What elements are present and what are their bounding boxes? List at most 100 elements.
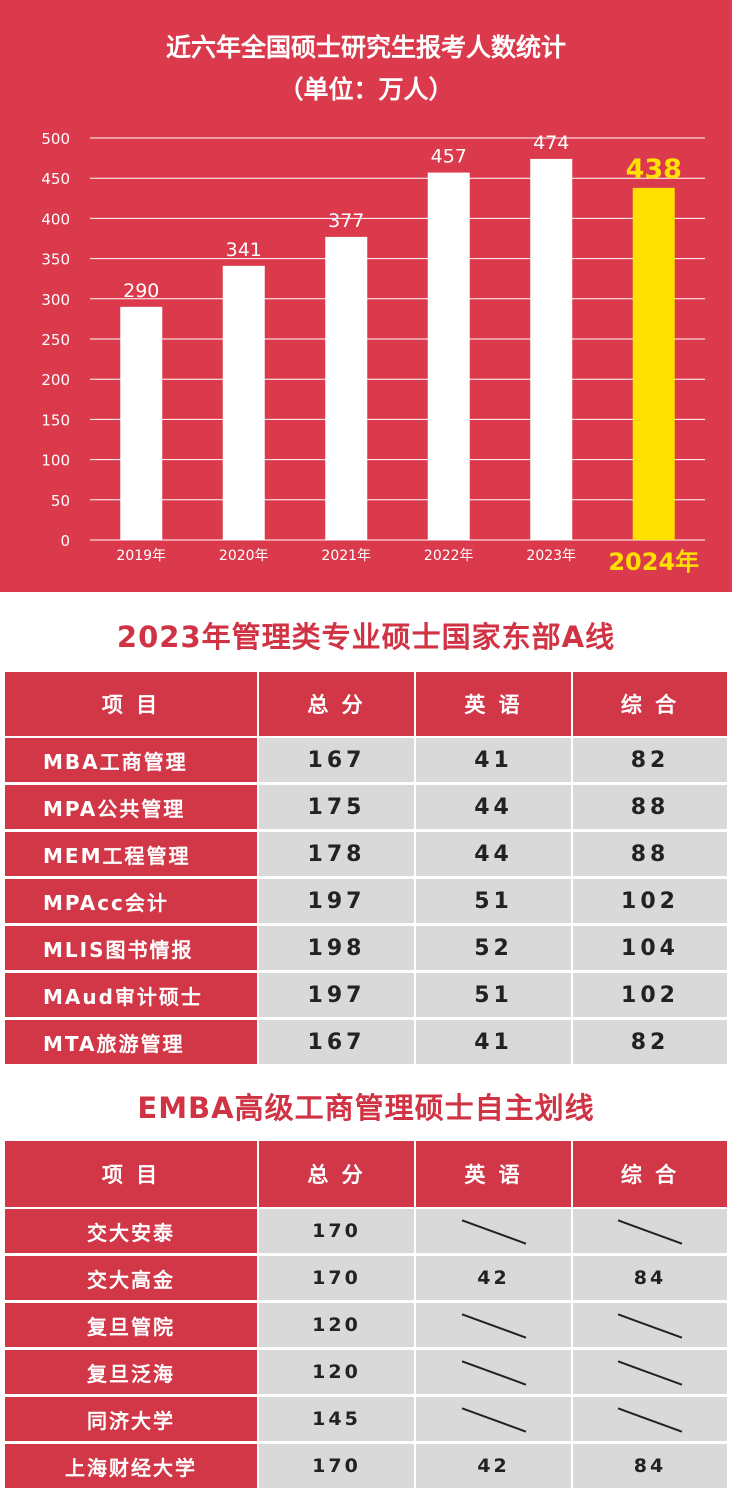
x-tick-label: 2019年 bbox=[116, 548, 166, 564]
column-header: 总 分 bbox=[259, 672, 416, 738]
table-cell: 120 bbox=[259, 1303, 416, 1350]
table-cell: 88 bbox=[573, 785, 727, 832]
row-label: 上海财经大学 bbox=[5, 1444, 259, 1491]
table-cell: 82 bbox=[573, 738, 727, 785]
table-cell: 84 bbox=[573, 1444, 727, 1491]
table-cell: 102 bbox=[573, 973, 727, 1020]
row-label: 复旦泛海 bbox=[5, 1350, 259, 1397]
empty-cell bbox=[416, 1209, 573, 1256]
slash-mark bbox=[461, 1406, 526, 1433]
table-cell: 88 bbox=[573, 832, 727, 879]
slash-mark bbox=[617, 1406, 683, 1433]
table-cell: 145 bbox=[259, 1397, 416, 1444]
chart-title: 近六年全国硕士研究生报考人数统计 bbox=[165, 33, 566, 62]
data-label: 474 bbox=[533, 132, 569, 154]
row-label: MTA旅游管理 bbox=[5, 1020, 259, 1067]
table-row: MTA旅游管理 167 41 82 bbox=[5, 1020, 727, 1067]
x-tick-label: 2024年 bbox=[608, 548, 699, 576]
x-tick-label: 2021年 bbox=[321, 548, 371, 564]
slash-mark bbox=[461, 1218, 526, 1245]
row-label: MEM工程管理 bbox=[5, 832, 259, 879]
table-cell: 42 bbox=[416, 1444, 573, 1491]
y-tick-label: 150 bbox=[41, 411, 70, 429]
x-tick-label: 2023年 bbox=[526, 548, 576, 564]
a-line-table: 项 目总 分英 语综 合 MBA工商管理 167 41 82 MPA公共管理 175 44 8… bbox=[5, 672, 727, 1067]
table-cell: 120 bbox=[259, 1350, 416, 1397]
table-row: MPA公共管理 175 44 88 bbox=[5, 785, 727, 832]
row-label: 同济大学 bbox=[5, 1397, 259, 1444]
data-label: 377 bbox=[328, 210, 364, 232]
slash-mark bbox=[461, 1312, 526, 1339]
column-header: 综 合 bbox=[573, 672, 727, 738]
empty-cell bbox=[573, 1397, 727, 1444]
y-tick-label: 350 bbox=[41, 251, 70, 269]
table-row: 复旦管院 120 bbox=[5, 1303, 727, 1350]
table-row: MLIS图书情报 198 52 104 bbox=[5, 926, 727, 973]
data-label: 290 bbox=[123, 280, 159, 302]
bar bbox=[632, 187, 675, 540]
column-header: 英 语 bbox=[416, 672, 573, 738]
bar-chart: 0 50 100 150 200 250 300 350 400 450 500 290 2019年 34… bbox=[41, 130, 705, 576]
table-cell: 170 bbox=[259, 1256, 416, 1303]
y-tick-label: 250 bbox=[41, 331, 70, 349]
table-cell: 82 bbox=[573, 1020, 727, 1067]
table-row: 复旦泛海 120 bbox=[5, 1350, 727, 1397]
row-label: MLIS图书情报 bbox=[5, 926, 259, 973]
table-cell: 52 bbox=[416, 926, 573, 973]
y-tick-label: 200 bbox=[41, 371, 70, 389]
chart-panel: 近六年全国硕士研究生报考人数统计 （单位：万人） 0 50 100 150 200 250… bbox=[0, 0, 732, 592]
table-cell: 41 bbox=[416, 738, 573, 785]
column-header: 项 目 bbox=[5, 672, 259, 738]
column-header: 综 合 bbox=[573, 1141, 727, 1209]
y-tick-label: 450 bbox=[41, 170, 70, 188]
table1-title: 2023年管理类专业硕士国家东部A线 bbox=[116, 620, 616, 654]
empty-cell bbox=[573, 1350, 727, 1397]
bar bbox=[222, 265, 265, 540]
table-row: 交大高金 170 42 84 bbox=[5, 1256, 727, 1303]
table-cell: 167 bbox=[259, 1020, 416, 1067]
y-tick-label: 300 bbox=[41, 291, 70, 309]
table-cell: 51 bbox=[416, 973, 573, 1020]
table-cell: 167 bbox=[259, 738, 416, 785]
table-cell: 102 bbox=[573, 879, 727, 926]
table-cell: 41 bbox=[416, 1020, 573, 1067]
chart-subtitle: （单位：万人） bbox=[278, 75, 454, 104]
empty-cell bbox=[416, 1350, 573, 1397]
empty-cell bbox=[416, 1397, 573, 1444]
empty-cell bbox=[416, 1303, 573, 1350]
slash-mark bbox=[617, 1218, 683, 1245]
row-label: 交大安泰 bbox=[5, 1209, 259, 1256]
table-row: MAud审计硕士 197 51 102 bbox=[5, 973, 727, 1020]
table-row: MPAcc会计 197 51 102 bbox=[5, 879, 727, 926]
table-cell: 170 bbox=[259, 1444, 416, 1491]
slash-mark bbox=[617, 1359, 683, 1386]
table-cell: 51 bbox=[416, 879, 573, 926]
row-label: 交大高金 bbox=[5, 1256, 259, 1303]
row-label: MBA工商管理 bbox=[5, 738, 259, 785]
table-cell: 44 bbox=[416, 785, 573, 832]
y-tick-label: 100 bbox=[41, 452, 70, 470]
bar bbox=[325, 236, 368, 540]
table-row: 交大安泰 170 bbox=[5, 1209, 727, 1256]
x-tick-label: 2020年 bbox=[219, 548, 269, 564]
table-cell: 175 bbox=[259, 785, 416, 832]
row-label: MPAcc会计 bbox=[5, 879, 259, 926]
column-header: 英 语 bbox=[416, 1141, 573, 1209]
table2-title: EMBA高级工商管理硕士自主划线 bbox=[137, 1091, 595, 1125]
bar bbox=[530, 158, 573, 541]
table-row: MBA工商管理 167 41 82 bbox=[5, 738, 727, 785]
table-cell: 84 bbox=[573, 1256, 727, 1303]
row-label: 复旦管院 bbox=[5, 1303, 259, 1350]
table-cell: 197 bbox=[259, 973, 416, 1020]
table-row: 同济大学 145 bbox=[5, 1397, 727, 1444]
column-header: 总 分 bbox=[259, 1141, 416, 1209]
emba-table: 项 目总 分英 语综 合 交大安泰 170 交大高金 170 42 84 复旦管院 120 复旦… bbox=[5, 1141, 727, 1491]
x-tick-label: 2022年 bbox=[424, 548, 474, 564]
data-label: 341 bbox=[226, 239, 262, 261]
slash-mark bbox=[461, 1359, 526, 1386]
data-label: 438 bbox=[626, 154, 682, 185]
row-label: MPA公共管理 bbox=[5, 785, 259, 832]
empty-cell bbox=[573, 1303, 727, 1350]
table-cell: 44 bbox=[416, 832, 573, 879]
bar bbox=[120, 306, 163, 540]
